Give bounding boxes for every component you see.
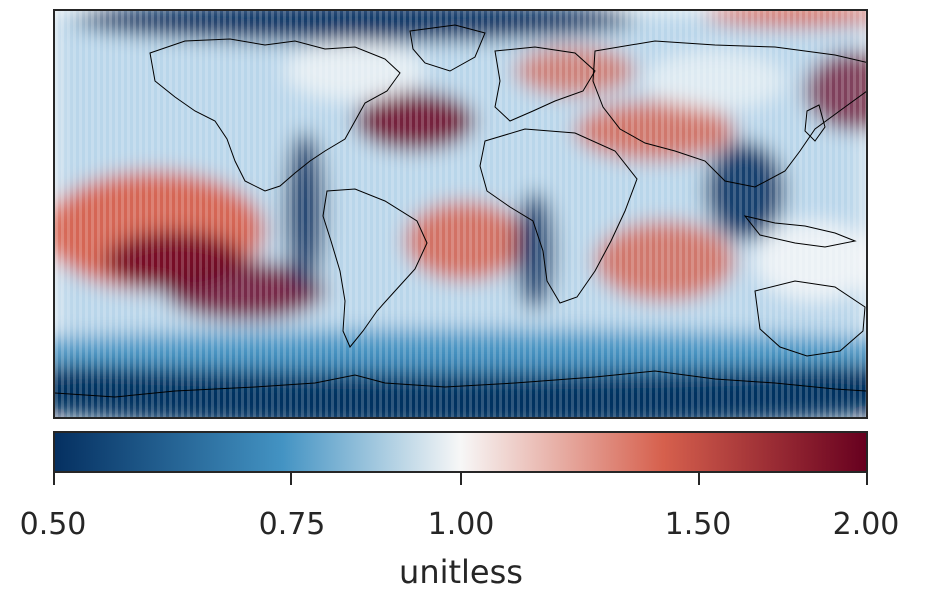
colorbar-ticks <box>53 473 868 493</box>
tick-mark-3 <box>697 473 700 485</box>
texture-overlay <box>55 11 866 417</box>
tick-mark-0 <box>53 473 55 485</box>
coast-south-america <box>322 188 428 348</box>
tick-mark-2 <box>459 473 462 485</box>
coast-japan <box>804 104 826 142</box>
coast-australia <box>754 280 866 357</box>
title-remnant <box>612 0 650 6</box>
coast-africa <box>479 128 638 304</box>
colorbar-label: unitless <box>399 553 523 591</box>
coast-north-america <box>149 38 401 192</box>
tick-mark-1 <box>290 473 293 485</box>
tick-label-3: 1.50 <box>664 507 732 542</box>
coast-indonesia <box>743 215 857 248</box>
tick-label-0: 0.50 <box>19 507 87 542</box>
heatmap-map <box>55 11 866 417</box>
colorbar <box>53 431 868 473</box>
coast-antarctica <box>55 370 866 398</box>
coast-asia <box>592 40 866 188</box>
tick-label-4: 2.00 <box>832 507 900 542</box>
coast-greenland <box>409 24 486 72</box>
tick-mark-4 <box>866 473 868 485</box>
tick-label-2: 1.00 <box>427 507 495 542</box>
coastlines <box>55 24 866 398</box>
tick-label-1: 0.75 <box>258 507 326 542</box>
coast-europe <box>494 46 596 122</box>
map-panel <box>53 9 868 419</box>
